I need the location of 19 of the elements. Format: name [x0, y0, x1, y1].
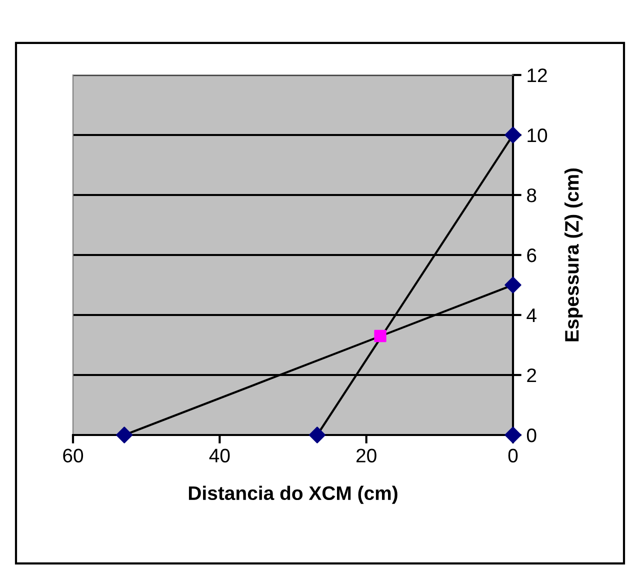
x-axis-title: Distancia do XCM (cm)	[188, 486, 398, 504]
y-tick-label: 4	[526, 308, 536, 322]
point	[374, 330, 386, 342]
y-tick-label: 12	[528, 68, 547, 82]
x-tick-label: 20	[356, 448, 376, 462]
y-tick-label: 6	[527, 248, 536, 262]
y-axis-title: Espessura (Z) (cm)	[564, 168, 583, 342]
point	[504, 126, 522, 144]
y-tick-label: 2	[527, 368, 536, 382]
y-tick-label: 8	[527, 188, 536, 202]
point	[116, 426, 133, 444]
point	[308, 426, 326, 444]
y-tick-label: 0	[526, 428, 536, 442]
point	[504, 276, 522, 294]
x-tick-label: 60	[63, 448, 84, 462]
x-tick-label: 0	[508, 448, 518, 462]
x-tick-label: 40	[209, 448, 230, 462]
point	[504, 426, 522, 444]
y-tick-label: 10	[528, 128, 548, 142]
